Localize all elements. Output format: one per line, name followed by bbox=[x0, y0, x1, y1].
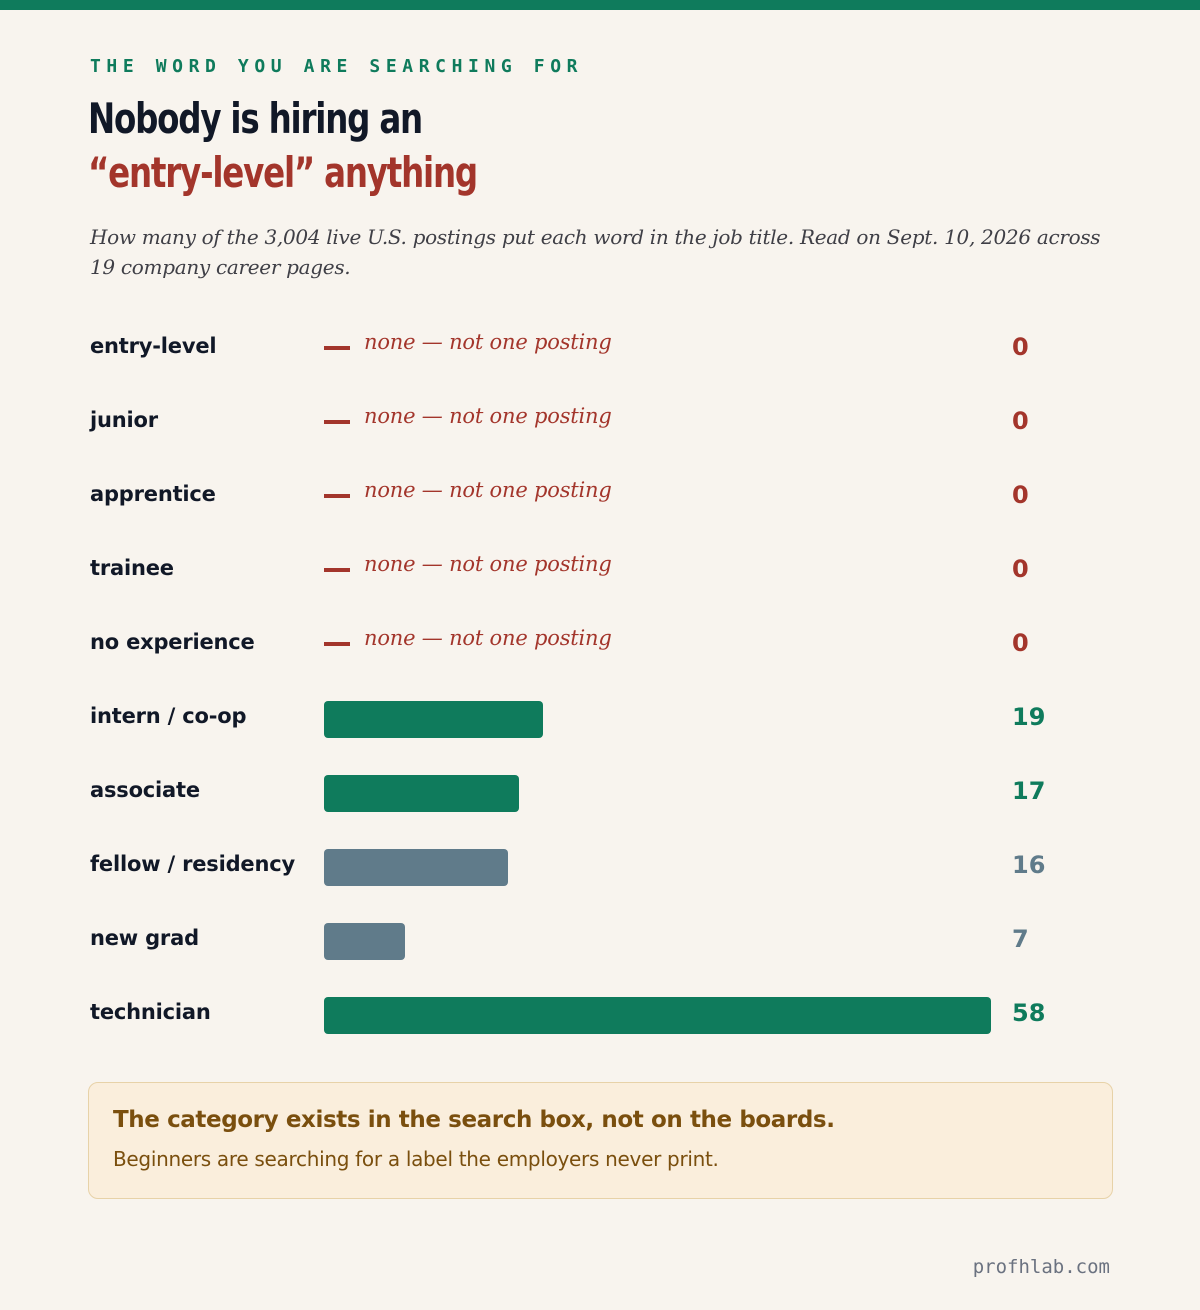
bar bbox=[324, 997, 991, 1034]
value-label: 19 bbox=[1012, 703, 1046, 731]
zero-marker bbox=[324, 568, 350, 572]
zero-note: none — not one posting bbox=[364, 478, 612, 502]
value-label: 0 bbox=[1012, 481, 1029, 509]
subtitle: How many of the 3,004 live U.S. postings… bbox=[90, 225, 1101, 279]
headline-line-1: Nobody is hiring an bbox=[88, 94, 423, 143]
bar bbox=[324, 701, 543, 738]
category-label: junior bbox=[90, 408, 158, 432]
category-label: intern / co-op bbox=[90, 704, 247, 728]
value-label: 58 bbox=[1012, 999, 1046, 1027]
value-label: 16 bbox=[1012, 851, 1046, 879]
value-label: 0 bbox=[1012, 555, 1029, 583]
zero-note: none — not one posting bbox=[364, 404, 612, 428]
zero-marker bbox=[324, 494, 350, 498]
value-label: 0 bbox=[1012, 629, 1029, 657]
category-label: new grad bbox=[90, 926, 199, 950]
callout-body: Beginners are searching for a label the … bbox=[113, 1147, 719, 1171]
category-label: fellow / residency bbox=[90, 852, 295, 876]
zero-marker bbox=[324, 346, 350, 350]
bar bbox=[324, 923, 405, 960]
category-label: technician bbox=[90, 1000, 211, 1024]
bar bbox=[324, 849, 508, 886]
footer-site: profhlab.com bbox=[972, 1256, 1110, 1278]
category-label: associate bbox=[90, 778, 200, 802]
bar bbox=[324, 775, 519, 812]
callout-box: The category exists in the search box, n… bbox=[88, 1082, 1113, 1199]
value-label: 7 bbox=[1012, 925, 1029, 953]
eyebrow-label: THE WORD YOU ARE SEARCHING FOR bbox=[90, 56, 584, 77]
headline: Nobody is hiring an “entry-level” anythi… bbox=[88, 92, 478, 200]
value-label: 0 bbox=[1012, 333, 1029, 361]
category-label: apprentice bbox=[90, 482, 216, 506]
headline-line-2: “entry-level” anything bbox=[88, 148, 478, 197]
top-accent-bar bbox=[0, 0, 1200, 10]
zero-note: none — not one posting bbox=[364, 330, 612, 354]
value-label: 17 bbox=[1012, 777, 1046, 805]
value-label: 0 bbox=[1012, 407, 1029, 435]
zero-marker bbox=[324, 642, 350, 646]
callout-title: The category exists in the search box, n… bbox=[113, 1107, 835, 1133]
category-label: trainee bbox=[90, 556, 174, 580]
category-label: no experience bbox=[90, 630, 255, 654]
zero-note: none — not one posting bbox=[364, 626, 612, 650]
zero-marker bbox=[324, 420, 350, 424]
category-label: entry-level bbox=[90, 334, 217, 358]
zero-note: none — not one posting bbox=[364, 552, 612, 576]
